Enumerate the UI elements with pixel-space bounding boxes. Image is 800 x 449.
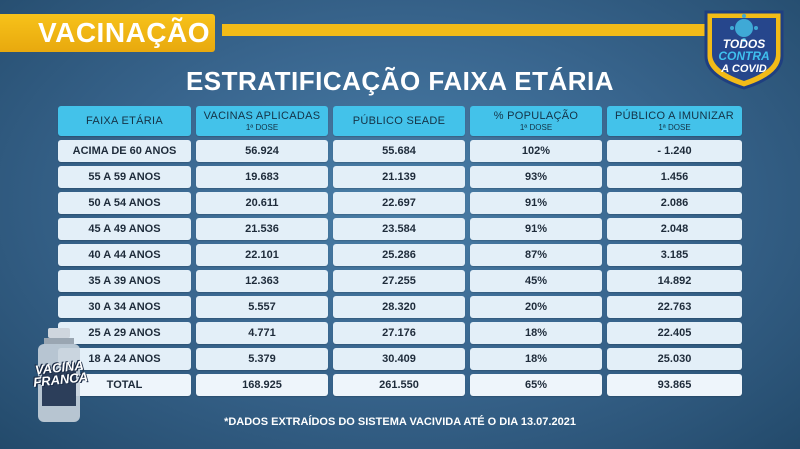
table-row: ACIMA DE 60 ANOS 56.924 55.684 102% - 1.240 — [58, 140, 742, 162]
table-row: 30 A 34 ANOS 5.557 28.320 20% 22.763 — [58, 296, 742, 318]
table-cell: 56.924 — [196, 140, 328, 162]
table-cell: 28.320 — [333, 296, 465, 318]
table-cell: 261.550 — [333, 374, 465, 396]
header-accent-line — [222, 24, 780, 36]
header-cell: PÚBLICO A IMUNIZAR 1ª DOSE — [607, 106, 742, 136]
table-row: 35 A 39 ANOS 12.363 27.255 45% 14.892 — [58, 270, 742, 292]
table-cell: ACIMA DE 60 ANOS — [58, 140, 191, 162]
table-cell: 18% — [470, 348, 602, 370]
table-cell: 25.030 — [607, 348, 742, 370]
table-cell: 22.697 — [333, 192, 465, 214]
table-cell: 45% — [470, 270, 602, 292]
table-cell: TOTAL — [58, 374, 191, 396]
table-cell: 22.763 — [607, 296, 742, 318]
table-cell: 4.771 — [196, 322, 328, 344]
footnote: *DADOS EXTRAÍDOS DO SISTEMA VACIVIDA ATÉ… — [224, 416, 576, 428]
badge-line3: A COVID — [720, 63, 766, 75]
table-cell: 93% — [470, 166, 602, 188]
header-title: VACINAÇÃO — [38, 17, 210, 48]
badge-line1: TODOS — [723, 37, 765, 51]
table-cell: 65% — [470, 374, 602, 396]
table-row: 45 A 49 ANOS 21.536 23.584 91% 2.048 — [58, 218, 742, 240]
page-title: ESTRATIFICAÇÃO FAIXA ETÁRIA — [185, 66, 615, 96]
table-cell: 19.683 — [196, 166, 328, 188]
table-cell: 23.584 — [333, 218, 465, 240]
table-cell: 20.611 — [196, 192, 328, 214]
table-cell: 3.185 — [607, 244, 742, 266]
table-cell: 22.101 — [196, 244, 328, 266]
table-cell: 18 A 24 ANOS — [58, 348, 191, 370]
table-cell: 14.892 — [607, 270, 742, 292]
table-total-row: TOTAL 168.925 261.550 65% 93.865 — [58, 374, 742, 396]
header-cell: FAIXA ETÁRIA — [58, 106, 191, 136]
table-cell: 21.536 — [196, 218, 328, 240]
table-cell: 168.925 — [196, 374, 328, 396]
table-cell: 12.363 — [196, 270, 328, 292]
table-cell: 25 A 29 ANOS — [58, 322, 191, 344]
table-row: 55 A 59 ANOS 19.683 21.139 93% 1.456 — [58, 166, 742, 188]
age-stratification-table: FAIXA ETÁRIA VACINAS APLICADAS 1ª DOSE PÚ… — [58, 106, 742, 400]
table-cell: 22.405 — [607, 322, 742, 344]
table-header-row: FAIXA ETÁRIA VACINAS APLICADAS 1ª DOSE PÚ… — [58, 106, 742, 136]
table-cell: 21.139 — [333, 166, 465, 188]
table-cell: 2.048 — [607, 218, 742, 240]
table-cell: 27.176 — [333, 322, 465, 344]
table-cell: 1.456 — [607, 166, 742, 188]
table-cell: 25.286 — [333, 244, 465, 266]
table-cell: 40 A 44 ANOS — [58, 244, 191, 266]
table-cell: 91% — [470, 192, 602, 214]
header-cell: VACINAS APLICADAS 1ª DOSE — [196, 106, 328, 136]
header-cell: % POPULAÇÃO 1ª DOSE — [470, 106, 602, 136]
table-row: 18 A 24 ANOS 5.379 30.409 18% 25.030 — [58, 348, 742, 370]
table-row: 50 A 54 ANOS 20.611 22.697 91% 2.086 — [58, 192, 742, 214]
table-cell: 50 A 54 ANOS — [58, 192, 191, 214]
table-cell: 20% — [470, 296, 602, 318]
header-bar — [0, 14, 215, 52]
badge-line2: CONTRA — [718, 49, 769, 63]
table-cell: 93.865 — [607, 374, 742, 396]
table-cell: 2.086 — [607, 192, 742, 214]
table-row: 40 A 44 ANOS 22.101 25.286 87% 3.185 — [58, 244, 742, 266]
table-cell: 55 A 59 ANOS — [58, 166, 191, 188]
table-cell: - 1.240 — [607, 140, 742, 162]
table-cell: 27.255 — [333, 270, 465, 292]
table-cell: 30 A 34 ANOS — [58, 296, 191, 318]
table-cell: 87% — [470, 244, 602, 266]
table-cell: 5.557 — [196, 296, 328, 318]
table-cell: 55.684 — [333, 140, 465, 162]
table-cell: 35 A 39 ANOS — [58, 270, 191, 292]
table-cell: 91% — [470, 218, 602, 240]
table-cell: 5.379 — [196, 348, 328, 370]
table-cell: 30.409 — [333, 348, 465, 370]
table-cell: 18% — [470, 322, 602, 344]
table-row: 25 A 29 ANOS 4.771 27.176 18% 22.405 — [58, 322, 742, 344]
vaccine-vial-icon — [38, 328, 80, 422]
header-cell: PÚBLICO SEADE — [333, 106, 465, 136]
table-cell: 45 A 49 ANOS — [58, 218, 191, 240]
todos-contra-a-covid-logo: TODOS CONTRA A COVID — [704, 10, 784, 90]
table-cell: 102% — [470, 140, 602, 162]
